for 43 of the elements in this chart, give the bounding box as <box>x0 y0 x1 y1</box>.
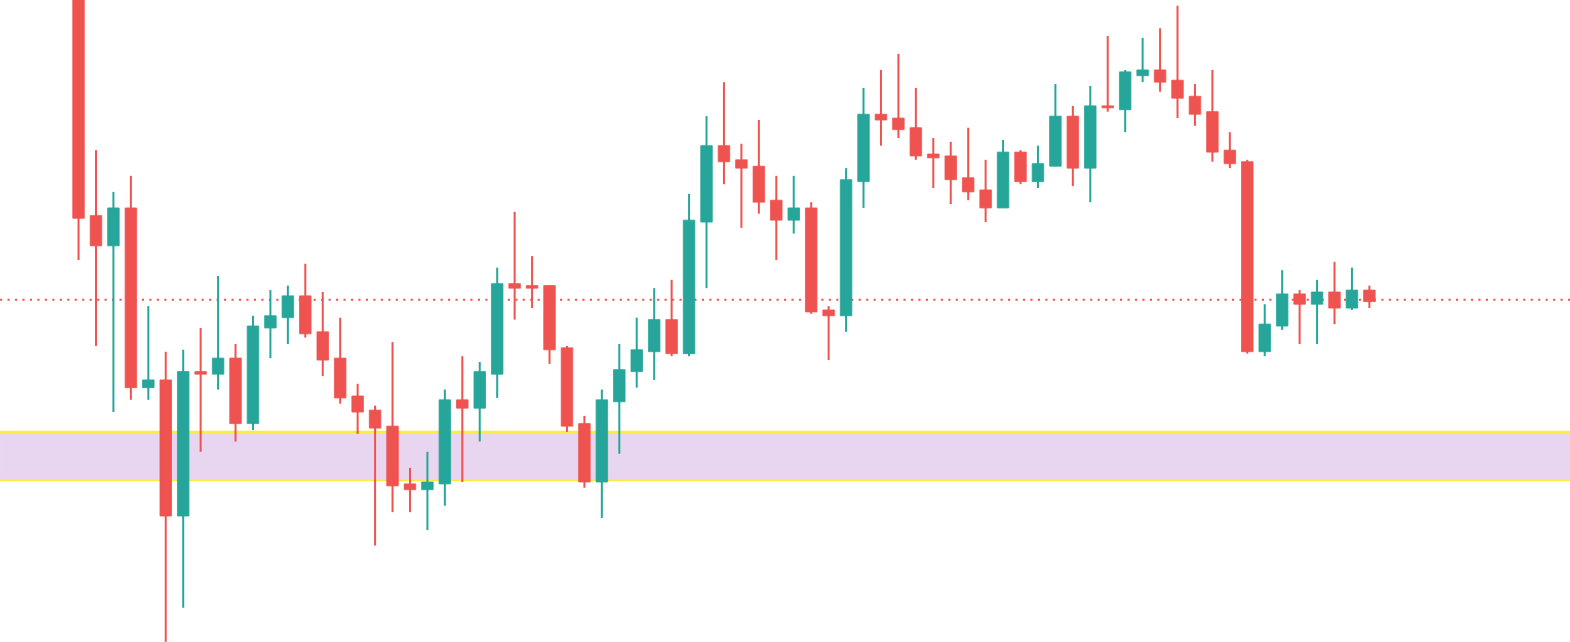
candlestick <box>334 316 347 405</box>
candlestick <box>142 304 155 401</box>
candlestick <box>630 316 643 389</box>
candlestick <box>874 68 888 147</box>
candlestick <box>211 274 225 391</box>
candlestick <box>892 52 905 139</box>
candlestick <box>752 118 766 215</box>
candlestick <box>735 142 748 229</box>
candlestick <box>1310 278 1324 345</box>
candlestick <box>979 158 992 223</box>
candlestick <box>403 466 417 513</box>
candlestick <box>456 354 469 483</box>
candlestick <box>1276 268 1289 331</box>
candlestick <box>1223 130 1236 169</box>
candlestick <box>1031 144 1045 189</box>
candlestick <box>194 326 207 453</box>
candlestick <box>1136 36 1149 83</box>
candlestick <box>613 342 626 455</box>
candlestick <box>1101 34 1114 113</box>
candlestick <box>473 360 486 443</box>
candlestick <box>962 126 975 201</box>
candlestick <box>107 190 120 413</box>
candlestick <box>368 404 382 547</box>
candlestick <box>648 286 661 381</box>
candlestick <box>944 140 957 205</box>
candlestick <box>822 304 835 361</box>
candlestick <box>770 174 783 261</box>
candlestick <box>281 284 295 345</box>
candlestick <box>787 174 800 235</box>
candlestick <box>351 382 364 435</box>
candlestick <box>909 86 922 161</box>
candlestick <box>927 136 940 189</box>
candlestick <box>717 80 731 185</box>
candlestick <box>1119 68 1132 133</box>
candlestick <box>1171 4 1184 119</box>
candlestick <box>1345 266 1359 311</box>
candlestick <box>1258 302 1271 357</box>
candlestick <box>1014 148 1027 185</box>
candlestick <box>1188 82 1202 127</box>
candlestick <box>1206 68 1219 163</box>
candlestick <box>264 288 277 359</box>
candlestick <box>1153 26 1167 93</box>
candlestick <box>421 450 434 531</box>
